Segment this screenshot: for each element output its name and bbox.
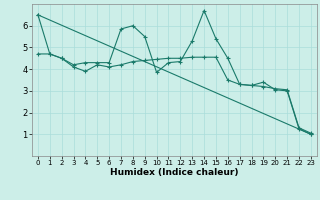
X-axis label: Humidex (Indice chaleur): Humidex (Indice chaleur) xyxy=(110,168,239,177)
